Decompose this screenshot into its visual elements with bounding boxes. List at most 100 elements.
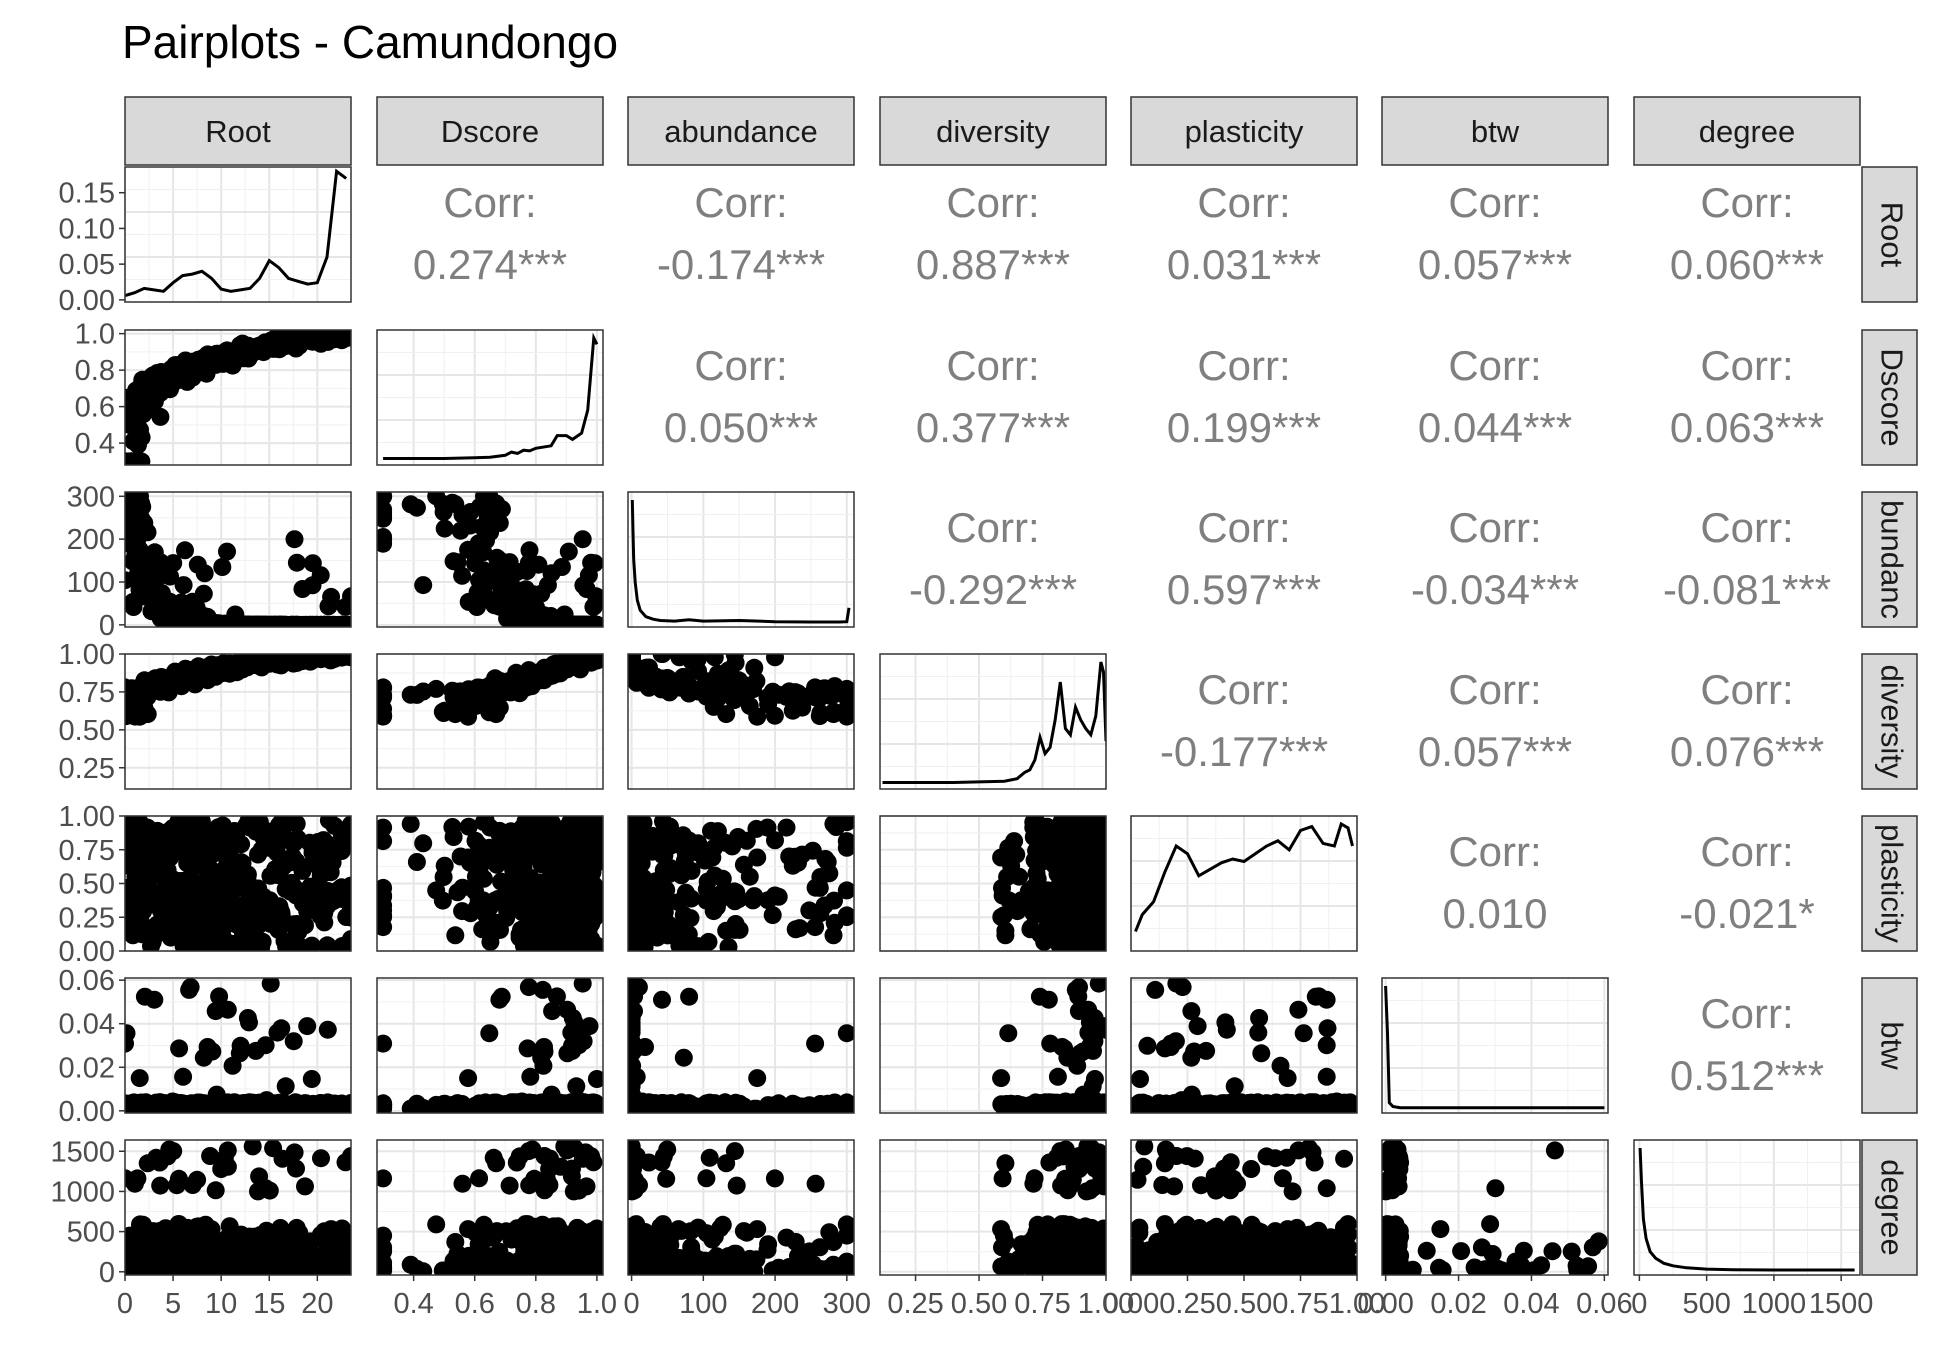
data-point [178, 610, 196, 628]
data-point [476, 587, 494, 605]
corr-label-r4c5: Corr: [1448, 828, 1541, 875]
data-point [436, 520, 454, 538]
data-point [436, 857, 454, 875]
data-point [194, 887, 212, 905]
data-point [443, 494, 461, 512]
data-point [660, 836, 678, 854]
data-point [445, 552, 463, 570]
data-point [257, 1036, 275, 1054]
row-strip-label-plasticity: plasticity [1874, 824, 1909, 943]
data-point [183, 832, 201, 850]
corr-label-r1c4: Corr: [1197, 342, 1290, 389]
data-point [324, 854, 342, 872]
data-point [324, 884, 342, 902]
data-point [523, 836, 541, 854]
data-point [434, 892, 452, 910]
data-point [408, 853, 426, 871]
data-point [508, 832, 526, 850]
data-point [745, 659, 763, 677]
corr-label-r2c4: Corr: [1197, 504, 1290, 551]
data-point [540, 661, 558, 679]
corr-value-r2c3: -0.292*** [909, 566, 1077, 613]
data-point [143, 602, 161, 620]
corr-value-r2c6: -0.081*** [1663, 566, 1831, 613]
corr-value-r2c5: -0.034*** [1411, 566, 1579, 613]
data-point [249, 846, 267, 864]
column-strip-label-degree: degree [1699, 114, 1796, 149]
corr-value-r0c3: 0.887*** [916, 241, 1070, 288]
data-point [470, 534, 488, 552]
data-point [219, 350, 237, 368]
data-point [993, 879, 1011, 897]
corr-label-r0c5: Corr: [1448, 179, 1541, 226]
data-point [730, 890, 748, 908]
data-point [133, 428, 151, 446]
data-point [270, 652, 288, 670]
data-point [124, 919, 142, 937]
corr-value-r1c6: 0.063*** [1670, 404, 1824, 451]
data-point [277, 1077, 295, 1095]
data-point [511, 925, 529, 943]
data-point [319, 1021, 337, 1039]
data-point [731, 681, 749, 699]
data-point [446, 926, 464, 944]
data-point [671, 679, 689, 697]
data-point [132, 587, 150, 605]
data-point [491, 822, 509, 840]
data-point [677, 845, 695, 863]
data-point [578, 879, 596, 897]
data-point [288, 654, 306, 672]
data-point [145, 991, 163, 1009]
data-point [470, 891, 488, 909]
data-point [172, 889, 190, 907]
data-point [270, 333, 288, 351]
data-point [507, 854, 525, 872]
data-point [254, 888, 272, 906]
corr-value-r3c4: -0.177*** [1160, 728, 1328, 775]
data-point [178, 664, 196, 682]
column-strip-label-diversity: diversity [936, 114, 1050, 149]
corr-value-r0c4: 0.031*** [1167, 241, 1321, 288]
data-point [566, 903, 584, 921]
data-point [1013, 891, 1031, 909]
data-point [542, 818, 560, 836]
data-point [791, 919, 809, 937]
data-point [219, 841, 237, 859]
data-point [239, 1009, 257, 1027]
scatter-points [992, 811, 1115, 957]
data-point [124, 690, 142, 708]
data-point [194, 353, 212, 371]
data-point [716, 834, 734, 852]
data-point [322, 588, 340, 606]
data-point [511, 582, 529, 600]
scatter-panel-diversity-dscore [374, 645, 606, 789]
data-point [469, 845, 487, 863]
row-strip-label-btw: btw [1874, 1021, 1909, 1070]
data-point [164, 819, 182, 837]
data-point [479, 690, 497, 708]
data-point [288, 554, 306, 572]
data-point [702, 822, 720, 840]
data-point [286, 834, 304, 852]
scatter-panel-plasticity-dscore [374, 811, 606, 957]
data-point [791, 690, 809, 708]
data-point [294, 862, 312, 880]
corr-label-r3c5: Corr: [1448, 666, 1541, 713]
data-point [731, 921, 749, 939]
data-point [811, 707, 829, 725]
data-point [996, 926, 1014, 944]
scatter-panel-diversity-abundance [623, 645, 856, 789]
corr-value-r3c6: 0.076*** [1670, 728, 1824, 775]
data-point [218, 543, 236, 561]
data-point [574, 530, 592, 548]
corr-value-r0c2: -0.174*** [657, 241, 825, 288]
corr-label-r1c5: Corr: [1448, 342, 1541, 389]
data-point [838, 700, 856, 718]
column-strip-label-root: Root [205, 114, 271, 149]
scatter-panel-abundance-root [116, 487, 360, 634]
data-point [1041, 845, 1059, 863]
data-point [213, 558, 231, 576]
data-point [240, 921, 258, 939]
data-point [270, 816, 288, 834]
data-point [535, 906, 553, 924]
